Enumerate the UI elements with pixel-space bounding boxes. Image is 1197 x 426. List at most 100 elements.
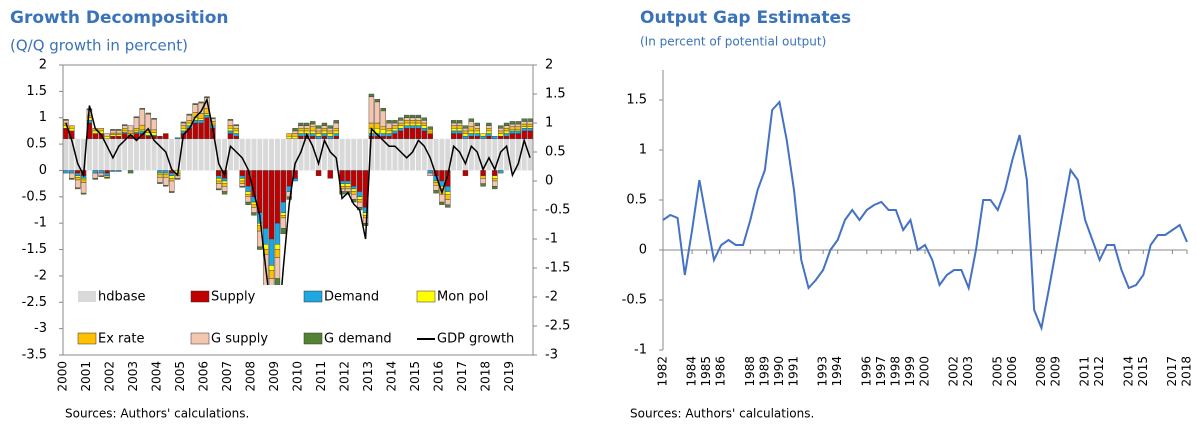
y-tick-label: 0: [39, 163, 47, 178]
bar-segment: [239, 178, 245, 182]
bar-segment: [421, 120, 428, 124]
bar-segment: [321, 130, 328, 134]
bar-segment: [157, 170, 163, 174]
bar-segment: [245, 138, 251, 171]
bar-segment: [421, 138, 427, 171]
bar-segment: [110, 129, 116, 131]
bar-segment: [480, 133, 486, 137]
bar-segment: [392, 120, 398, 124]
bar-segment: [227, 138, 233, 171]
bar-segment: [122, 138, 128, 171]
bar-segment: [450, 133, 457, 140]
legend-swatch: [303, 290, 323, 303]
bar-segment: [386, 130, 392, 134]
x-tick-label: 1982: [656, 356, 670, 387]
bar-segment: [315, 125, 322, 129]
bar-segment: [116, 138, 122, 171]
bar-segment: [151, 118, 157, 120]
bar-segment: [351, 188, 357, 192]
bar-segment: [415, 117, 422, 121]
bar-segment: [110, 130, 116, 134]
bar-segment: [245, 201, 251, 205]
bar-segment: [421, 125, 428, 129]
x-tick-label: 1989: [757, 356, 771, 387]
y2-tick-label: -2.5: [545, 319, 570, 334]
bar-segment: [450, 125, 457, 129]
bar-segment: [157, 177, 163, 183]
bar-segment: [521, 118, 527, 122]
bar-segment: [133, 128, 140, 132]
bar-segment: [486, 128, 492, 132]
y2-tick-label: -3: [545, 348, 558, 363]
bar-segment: [104, 175, 110, 178]
bar-segment: [403, 120, 410, 124]
bar-segment: [239, 186, 245, 188]
bar-segment: [204, 113, 210, 116]
bar-segment: [392, 138, 398, 171]
y-tick-label: 0: [639, 243, 647, 258]
bar-segment: [515, 133, 522, 140]
y2-tick-label: 1: [545, 116, 553, 131]
bar-segment: [268, 265, 275, 271]
bar-segment: [139, 138, 145, 171]
y-tick-label: -1: [34, 216, 47, 231]
legend-label: G demand: [324, 332, 392, 347]
bar-segment: [268, 238, 275, 266]
y2-tick-label: 0.5: [545, 145, 566, 160]
x-tick-label: 2014: [385, 361, 399, 392]
bar-segment: [151, 119, 157, 131]
bar-segment: [333, 122, 339, 129]
bar-segment: [69, 128, 75, 132]
bar-segment: [368, 138, 374, 171]
bar-segment: [239, 175, 245, 179]
x-tick-label: 1996: [859, 356, 873, 387]
bar-segment: [445, 138, 451, 171]
bar-segment: [280, 201, 287, 213]
bar-segment: [98, 170, 104, 174]
bar-segment: [421, 117, 428, 121]
bar-segment: [92, 172, 99, 179]
bar-segment: [439, 193, 445, 203]
bar-segment: [456, 130, 463, 134]
bar-segment: [339, 170, 345, 182]
y-tick-label: 1: [639, 143, 647, 158]
bar-segment: [492, 175, 498, 179]
bar-segment: [474, 130, 480, 134]
bar-segment: [427, 126, 433, 130]
bar-segment: [451, 138, 457, 171]
bar-segment: [215, 175, 222, 179]
bar-segment: [198, 120, 204, 124]
bar-segment: [509, 129, 516, 132]
bar-segment: [503, 135, 510, 140]
bar-segment: [292, 128, 298, 132]
bar-segment: [233, 125, 240, 129]
bar-segment: [98, 175, 104, 177]
x-tick-label: 1994: [830, 356, 844, 387]
bar-segment: [110, 135, 116, 140]
bar-segment: [139, 108, 146, 110]
bar-segment: [497, 135, 504, 140]
bar-segment: [298, 135, 304, 140]
bar-segment: [116, 134, 122, 137]
bar-segment: [168, 175, 175, 179]
bar-segment: [356, 201, 363, 208]
x-tick-label: 2015: [1136, 356, 1150, 387]
y2-tick-label: -1.5: [545, 261, 570, 276]
bar-segment: [456, 133, 463, 140]
bar-segment: [321, 122, 328, 126]
bar-segment: [398, 138, 404, 171]
bar-segment: [356, 170, 363, 192]
bar-segment: [456, 125, 463, 129]
bar-segment: [527, 126, 533, 129]
bar-segment: [298, 125, 304, 129]
bar-segment: [374, 138, 380, 171]
bar-segment: [427, 138, 433, 171]
bar-segment: [280, 170, 287, 203]
bar-segment: [221, 186, 228, 192]
bar-segment: [292, 133, 298, 137]
bar-segment: [468, 126, 475, 132]
bar-segment: [492, 186, 498, 190]
bar-segment: [450, 122, 457, 126]
bar-segment: [104, 172, 110, 176]
bar-segment: [298, 122, 304, 126]
